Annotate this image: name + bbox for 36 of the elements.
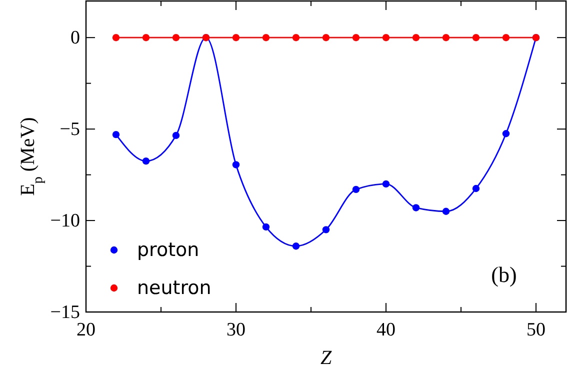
annotation: (b)	[491, 262, 517, 287]
point	[352, 186, 360, 194]
y-tick-label: 0	[70, 28, 80, 49]
point	[112, 34, 120, 42]
point	[322, 226, 330, 234]
point	[412, 204, 420, 212]
point	[322, 34, 330, 42]
point	[382, 34, 390, 42]
x-tick-label: 50	[526, 319, 546, 340]
x-tick-label: 30	[226, 319, 246, 340]
point	[112, 130, 120, 138]
point	[292, 242, 300, 250]
point	[502, 34, 510, 42]
point	[472, 184, 480, 192]
point	[382, 180, 390, 188]
point	[472, 34, 480, 42]
point	[262, 34, 270, 42]
point	[232, 34, 240, 42]
x-axis-title: Z	[320, 347, 332, 369]
y-tick-label: −10	[50, 210, 80, 232]
point	[232, 161, 240, 168]
point	[142, 34, 150, 42]
x-tick-label: 40	[376, 319, 396, 340]
point	[352, 34, 360, 42]
point	[292, 34, 300, 42]
legend-label: proton	[137, 239, 200, 261]
point	[412, 34, 420, 42]
point	[142, 157, 150, 165]
legend-label: neutron	[137, 277, 212, 299]
point	[442, 208, 450, 215]
point	[172, 34, 180, 42]
point	[262, 223, 270, 231]
y-tick-label: −5	[60, 119, 80, 140]
point	[442, 34, 450, 42]
point	[502, 130, 510, 138]
point	[172, 132, 180, 140]
